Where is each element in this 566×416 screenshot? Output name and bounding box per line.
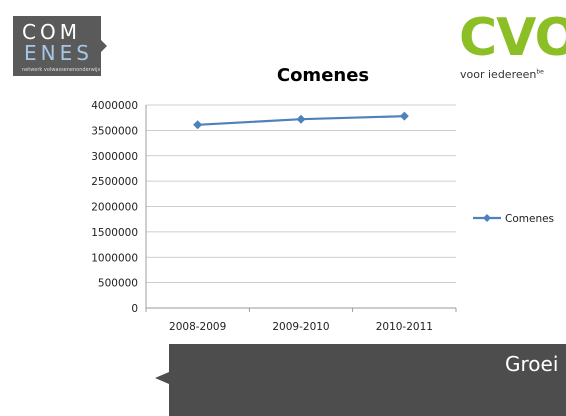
y-tick-label: 3000000 — [91, 151, 138, 163]
data-point — [193, 120, 203, 130]
data-point — [399, 111, 409, 121]
x-tick-label: 2009-2010 — [272, 321, 329, 333]
legend-marker — [483, 214, 491, 222]
y-axis-ticks: 0 500000 1000000 1500000 2000000 2500000 30000… — [91, 100, 138, 315]
chart-title: Comenes — [277, 65, 369, 86]
y-tick-label: 1000000 — [91, 252, 138, 264]
chart-legend: Comenes — [473, 213, 554, 225]
data-point — [296, 114, 306, 124]
x-axis-ticks: 2008-2009 2009-2010 2010-2011 — [145, 308, 457, 333]
y-tick-label: 500000 — [98, 278, 138, 290]
y-tick-label: 2000000 — [91, 202, 138, 214]
bottom-banner — [155, 344, 566, 416]
comenes-logo-line2: ENES — [24, 41, 93, 65]
y-tick-label: 1500000 — [91, 227, 138, 239]
banner-text: Groei — [505, 352, 559, 376]
chart-series — [193, 111, 409, 130]
line-chart: Comenes 0 500000 1000000 1500000 2000000 2500… — [91, 65, 554, 333]
comenes-logo: COM ENES netwerk volwassenenonderwijs — [13, 16, 107, 76]
cvo-logo-tagline-suffix: be — [536, 68, 544, 76]
cvo-logo: CVO voor iedereenbe — [455, 10, 566, 88]
y-tick-label: 3500000 — [91, 125, 138, 137]
y-tick-label: 2500000 — [91, 176, 138, 188]
x-tick-label: 2008-2009 — [169, 321, 226, 333]
cvo-logo-text: CVO — [459, 8, 566, 68]
comenes-logo-tagline: netwerk volwassenenonderwijs — [22, 67, 101, 73]
chart-gridlines — [145, 104, 456, 309]
y-tick-label: 4000000 — [91, 100, 138, 112]
cvo-logo-tagline: voor iedereenbe — [460, 68, 544, 81]
comenes-logo-line1: COM — [22, 20, 81, 44]
legend-label: Comenes — [505, 213, 554, 225]
x-tick-label: 2010-2011 — [376, 321, 433, 333]
y-tick-label: 0 — [131, 303, 138, 315]
cvo-logo-tagline-main: voor iedereen — [460, 68, 537, 81]
